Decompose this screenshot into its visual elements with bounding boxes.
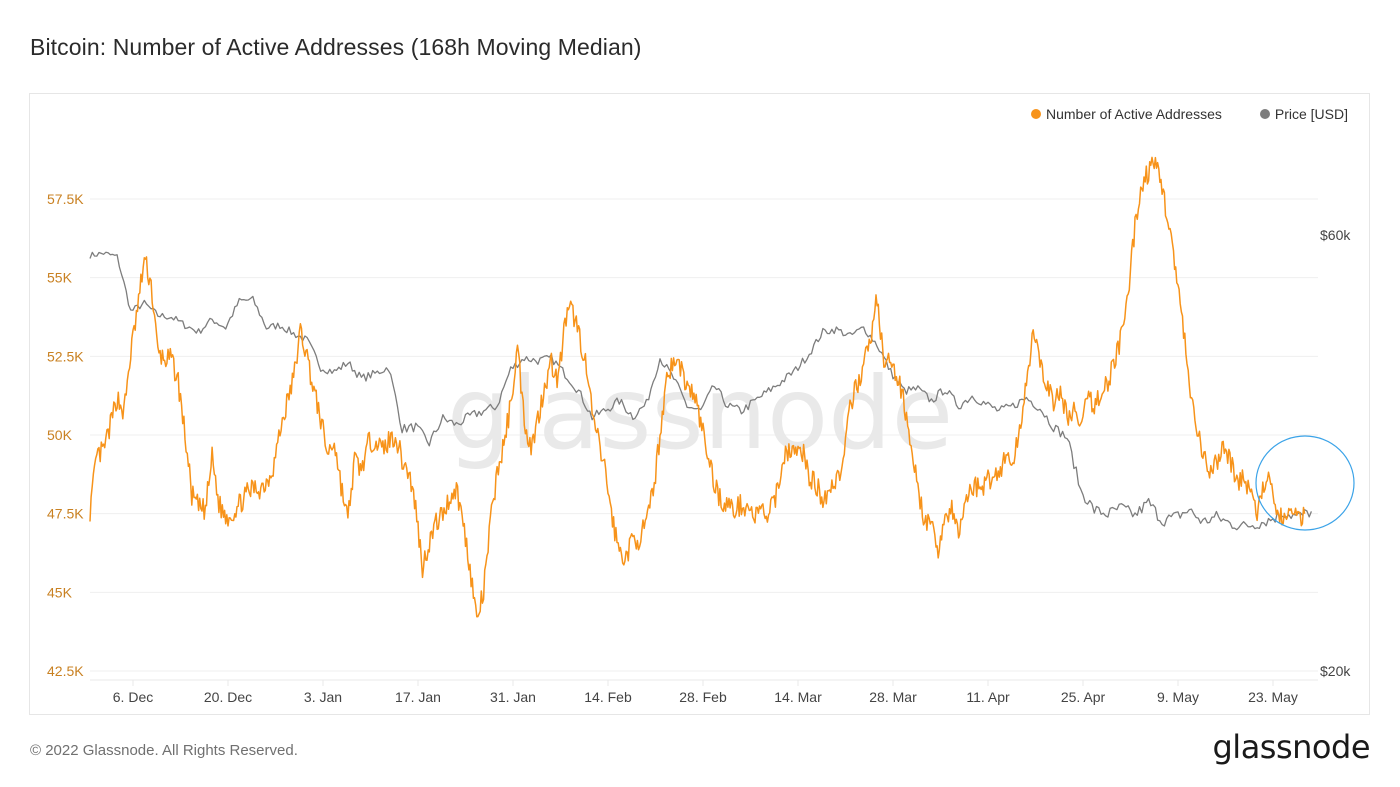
chart-legend: Number of Active Addresses Price [USD] bbox=[1031, 106, 1348, 122]
left-axis-tick-label: 52.5K bbox=[47, 348, 84, 364]
x-axis-tick-label: 31. Jan bbox=[490, 689, 536, 705]
legend-dot-price bbox=[1259, 109, 1270, 119]
right-axis: $20k $60k bbox=[1320, 227, 1351, 679]
legend-item-active-addresses[interactable]: Number of Active Addresses bbox=[1031, 106, 1222, 122]
left-axis-tick-label: 47.5K bbox=[47, 506, 84, 522]
x-axis-tick-label: 23. May bbox=[1248, 689, 1298, 705]
left-axis-tick-label: 50K bbox=[47, 427, 73, 443]
grid-lines bbox=[90, 198, 1318, 672]
x-axis-tick-label: 6. Dec bbox=[113, 689, 153, 705]
legend-dot-active-addresses bbox=[1031, 109, 1041, 119]
copyright-text: © 2022 Glassnode. All Rights Reserved. bbox=[30, 742, 298, 759]
price-series-line bbox=[89, 251, 1313, 531]
x-axis-tick-label: 3. Jan bbox=[304, 689, 342, 705]
annotation-circle bbox=[1255, 435, 1355, 531]
left-axis: 42.5K 45K 47.5K 50K 52.5K 55K 57.5K bbox=[47, 191, 84, 679]
left-axis-tick-label: 57.5K bbox=[47, 191, 84, 207]
legend-label: Number of Active Addresses bbox=[1046, 106, 1222, 122]
x-axis-tick-label: 9. May bbox=[1157, 689, 1199, 705]
watermark: glassnode bbox=[447, 355, 953, 472]
x-axis-tick-label: 14. Mar bbox=[774, 689, 822, 705]
glassnode-logo[interactable]: glassnode bbox=[1212, 728, 1370, 766]
legend-item-price[interactable]: Price [USD] bbox=[1259, 106, 1348, 122]
x-axis-tick-label: 20. Dec bbox=[204, 689, 252, 705]
x-axis-tick-label: 11. Apr bbox=[966, 689, 1010, 705]
legend-label: Price [USD] bbox=[1274, 106, 1348, 122]
chart-title: Bitcoin: Number of Active Addresses (168… bbox=[30, 34, 642, 60]
left-axis-tick-label: 45K bbox=[47, 584, 73, 600]
x-axis-tick-label: 28. Mar bbox=[869, 689, 917, 705]
active-addresses-series-line bbox=[89, 156, 1306, 618]
x-axis-tick-label: 17. Jan bbox=[395, 689, 441, 705]
left-axis-tick-label: 55K bbox=[47, 270, 73, 286]
x-axis-tick-label: 14. Feb bbox=[584, 689, 632, 705]
right-axis-tick-label: $60k bbox=[1320, 227, 1351, 243]
x-axis: 6. Dec 20. Dec 3. Jan 17. Jan 31. Jan 14. Feb… bbox=[90, 679, 1318, 705]
left-axis-tick-label: 42.5K bbox=[47, 663, 84, 679]
right-axis-tick-label: $20k bbox=[1320, 663, 1351, 679]
x-axis-tick-label: 28. Feb bbox=[679, 689, 727, 705]
x-axis-tick-label: 25. Apr bbox=[1061, 689, 1106, 705]
chart-frame bbox=[29, 93, 1370, 715]
